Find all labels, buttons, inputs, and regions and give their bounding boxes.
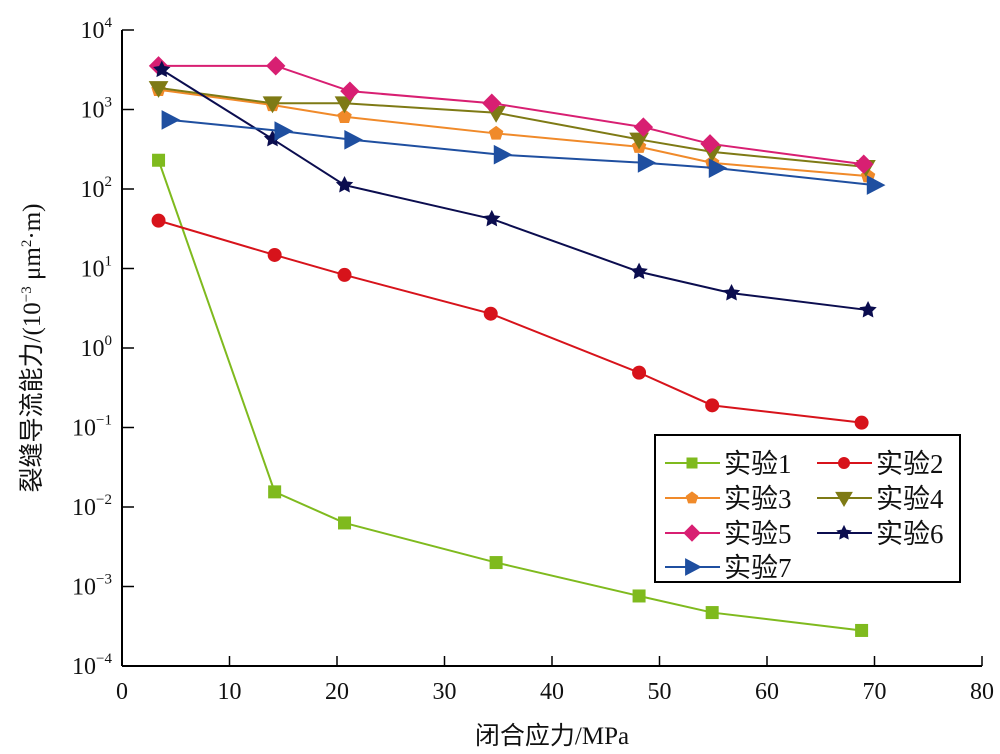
- legend-item: 实验4: [817, 484, 944, 514]
- y-tick-label: 102: [81, 174, 113, 203]
- y-tick-label: 100: [81, 333, 113, 362]
- legend-item: 实验1: [665, 449, 792, 479]
- data-point: [489, 556, 503, 570]
- data-point: [854, 154, 874, 174]
- y-tick-label: 10−4: [72, 651, 112, 680]
- x-tick-label: 10: [218, 679, 242, 705]
- data-point: [151, 213, 166, 228]
- x-tick-label: 80: [970, 679, 994, 705]
- legend-marker: [685, 491, 699, 504]
- y-axis-title: 裂缝导流能力/(10−3 μm2·m): [18, 204, 46, 493]
- data-point: [859, 300, 877, 318]
- y-axis-title-exp: −3: [19, 286, 35, 302]
- data-point: [705, 398, 720, 413]
- x-tick-label: 70: [863, 679, 887, 705]
- data-point: [153, 60, 171, 78]
- legend-box: [654, 434, 961, 583]
- data-point: [152, 153, 166, 167]
- data-point: [854, 415, 869, 430]
- data-point: [722, 283, 741, 301]
- data-point: [482, 93, 502, 113]
- legend-item: 实验6: [817, 519, 944, 549]
- legend-marker: [686, 457, 698, 469]
- series-1: [152, 153, 869, 637]
- y-tick-label: 10−1: [72, 413, 112, 442]
- y-axis-title-suffix: ·m): [19, 204, 46, 240]
- y-tick-label: 101: [81, 254, 113, 283]
- legend-marker: [683, 524, 701, 542]
- x-ticks: 0 10 20 30 40 50 60 70 80: [116, 656, 994, 705]
- data-point: [334, 96, 355, 114]
- legend-item: 实验2: [817, 449, 944, 479]
- data-point: [483, 306, 498, 321]
- data-point: [262, 96, 283, 114]
- y-tick-label: 103: [81, 95, 113, 124]
- legend-label: 实验7: [724, 553, 792, 583]
- data-point: [855, 623, 869, 637]
- y-axis-title-exp2: 2: [19, 240, 35, 248]
- legend-label: 实验1: [724, 449, 792, 479]
- x-tick-label: 60: [755, 679, 779, 705]
- series-6: [153, 60, 877, 318]
- data-point: [337, 267, 352, 282]
- data-point: [488, 125, 504, 140]
- y-axis-title-prefix: 裂缝导流能力/(10: [18, 302, 46, 492]
- legend-item: 实验7: [665, 553, 792, 583]
- data-point: [632, 365, 647, 380]
- data-point: [866, 175, 886, 195]
- series-layer: [148, 56, 886, 637]
- data-point: [708, 158, 728, 178]
- data-point: [629, 132, 649, 150]
- series-line: [158, 219, 862, 424]
- x-tick-label: 50: [648, 679, 672, 705]
- data-point: [633, 117, 654, 137]
- data-point: [632, 589, 646, 603]
- series-7: [161, 110, 886, 195]
- data-point: [344, 129, 364, 150]
- data-point: [148, 81, 169, 98]
- legend-label: 实验5: [724, 519, 792, 549]
- x-axis-title: 闭合应力/MPa: [475, 722, 629, 750]
- data-point: [335, 175, 354, 193]
- data-point: [267, 247, 282, 262]
- data-point: [637, 153, 657, 173]
- data-point: [161, 110, 181, 130]
- legend-marker: [836, 524, 852, 540]
- legend: 实验1 实验2 实验3 实验4 实验5 实验6 实验7: [654, 434, 961, 583]
- data-point: [483, 209, 501, 227]
- data-point: [340, 81, 360, 101]
- legend-marker: [835, 491, 853, 507]
- x-tick-label: 40: [540, 679, 564, 705]
- x-tick-label: 30: [433, 679, 457, 705]
- data-point: [630, 262, 648, 280]
- legend-marker: [838, 457, 850, 469]
- data-point: [337, 109, 352, 123]
- data-point: [705, 606, 719, 620]
- legend-label: 实验6: [876, 519, 944, 549]
- data-point: [268, 485, 282, 499]
- y-tick-label: 104: [81, 15, 113, 44]
- x-tick-label: 0: [116, 679, 128, 705]
- y-ticks: 104 103 102 101 100 10−1 10−2 10−3 10−4: [72, 15, 134, 680]
- legend-marker: [685, 558, 702, 576]
- legend-item: 实验3: [665, 484, 792, 514]
- data-point: [493, 144, 513, 165]
- legend-label: 实验2: [876, 449, 944, 479]
- legend-label: 实验3: [724, 484, 792, 514]
- x-tick-label: 20: [325, 679, 349, 705]
- data-point: [274, 121, 294, 141]
- legend-item: 实验5: [665, 519, 792, 549]
- data-point: [338, 516, 352, 530]
- y-axis-title-mid: μm: [19, 247, 46, 287]
- series-5: [148, 56, 874, 174]
- data-point: [700, 134, 720, 154]
- y-tick-label: 10−2: [72, 492, 112, 521]
- y-tick-label: 10−3: [72, 572, 112, 601]
- legend-label: 实验4: [876, 484, 944, 514]
- data-point: [266, 56, 286, 76]
- series-2: [151, 213, 869, 430]
